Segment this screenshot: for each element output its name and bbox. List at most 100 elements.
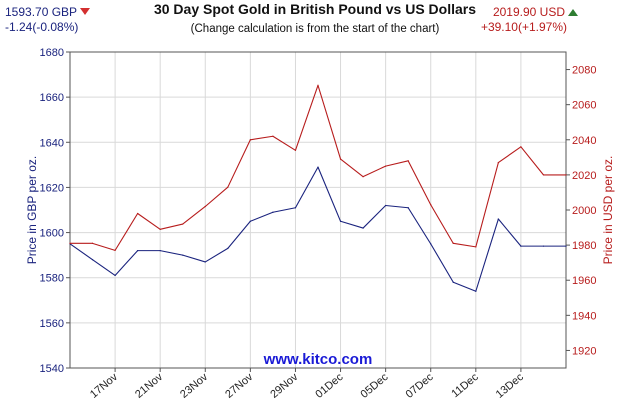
series-gbp <box>69 166 567 292</box>
data-point <box>565 245 567 247</box>
series-segment <box>91 242 116 251</box>
left-tick-label-1600: 1600 <box>40 228 64 240</box>
left-tick-label-1540: 1540 <box>40 363 64 375</box>
data-point <box>272 211 274 213</box>
data-point <box>294 207 297 209</box>
series-segment <box>430 204 454 244</box>
right-tick-label-1960: 1960 <box>572 275 596 287</box>
data-point <box>227 186 229 188</box>
left-tick-label-1660: 1660 <box>40 92 64 104</box>
data-point <box>497 218 499 220</box>
data-point <box>362 176 364 178</box>
data-point <box>249 139 251 141</box>
data-point <box>542 245 545 247</box>
data-point <box>204 205 206 208</box>
x-tick-label-01Dec: 01Dec <box>313 371 345 400</box>
data-point <box>227 247 229 249</box>
series-segment <box>159 250 184 256</box>
data-point <box>294 149 297 151</box>
series-segment <box>272 135 297 151</box>
series-segment <box>497 218 522 247</box>
data-point <box>159 228 161 230</box>
data-point <box>430 204 432 206</box>
x-tick-label-11Dec: 11Dec <box>449 371 481 400</box>
x-tick-label-17Nov: 17Nov <box>88 371 120 400</box>
data-point <box>407 160 409 162</box>
gbp-price: 1593.70 GBP <box>5 5 78 19</box>
series-segment <box>497 146 522 164</box>
data-point <box>475 246 477 248</box>
data-point <box>339 158 342 160</box>
data-point <box>114 249 116 251</box>
series-segment <box>362 204 387 229</box>
series-segment <box>520 146 545 176</box>
gbp-change: -1.24(-0.08%) <box>5 20 79 34</box>
series-segment <box>114 212 139 251</box>
data-point <box>520 245 522 247</box>
series-segment <box>385 204 409 209</box>
series-segment <box>407 160 432 206</box>
gbp-price-readout: 1593.70 GBP <box>5 5 91 19</box>
series-segment <box>204 186 229 208</box>
usd-change: +39.10(+1.97%) <box>480 20 567 34</box>
data-point <box>339 220 342 222</box>
data-point <box>272 135 274 137</box>
data-point <box>452 242 454 244</box>
series-segment <box>69 243 94 261</box>
right-tick-label-2000: 2000 <box>572 205 596 217</box>
x-tick-label-29Nov: 29Nov <box>268 371 300 400</box>
right-tick-label-2080: 2080 <box>572 65 596 77</box>
data-point <box>520 146 522 148</box>
data-point <box>204 261 206 263</box>
series-segment <box>204 247 229 263</box>
series-usd <box>69 84 567 251</box>
series-segment <box>294 84 319 151</box>
up-arrow-icon <box>568 9 578 16</box>
left-tick-label-1560: 1560 <box>40 318 64 330</box>
data-point <box>249 220 251 222</box>
data-point <box>317 166 319 168</box>
series-segment <box>362 165 387 178</box>
data-point <box>430 243 432 245</box>
right-tick-label-2040: 2040 <box>572 135 596 147</box>
x-tick-label-07Dec: 07Dec <box>404 371 436 400</box>
series-segment <box>159 223 184 230</box>
left-tick-label-1640: 1640 <box>40 137 64 149</box>
series-segment <box>452 281 477 292</box>
left-tick-label-1580: 1580 <box>40 273 64 285</box>
right-axis-title: Price in USD per oz. <box>601 156 615 265</box>
data-point <box>182 223 184 225</box>
watermark-kitco: www.kitco.com <box>263 351 373 368</box>
series-segment <box>317 84 342 160</box>
series-segment <box>339 158 364 178</box>
data-point <box>159 250 161 252</box>
right-tick-label-1940: 1940 <box>572 310 596 322</box>
x-tick-label-21Nov: 21Nov <box>133 371 165 400</box>
series-segment <box>249 211 274 222</box>
usd-price: 2019.90 USD <box>492 5 565 19</box>
data-point <box>452 281 454 283</box>
data-point <box>317 84 319 86</box>
down-arrow-icon <box>80 8 91 15</box>
series-segment <box>385 160 409 167</box>
series-segment <box>339 220 364 229</box>
right-tick-label-1920: 1920 <box>572 345 596 357</box>
data-point <box>385 204 387 207</box>
series-segment <box>475 162 499 248</box>
data-point <box>542 174 545 176</box>
data-point <box>91 259 94 261</box>
left-tick-label-1620: 1620 <box>40 182 64 194</box>
series-segment <box>294 166 319 209</box>
data-point <box>91 242 94 244</box>
series-segment <box>475 218 499 292</box>
data-point <box>475 290 477 292</box>
series-segment <box>91 259 116 277</box>
x-tick-label-05Dec: 05Dec <box>358 371 390 400</box>
data-point <box>385 165 387 167</box>
plot-area <box>70 52 566 368</box>
series-segment <box>249 135 274 141</box>
left-axis-title: Price in GBP per oz. <box>25 156 39 265</box>
series-segment <box>227 139 251 188</box>
x-tick-label-27Nov: 27Nov <box>223 371 255 400</box>
